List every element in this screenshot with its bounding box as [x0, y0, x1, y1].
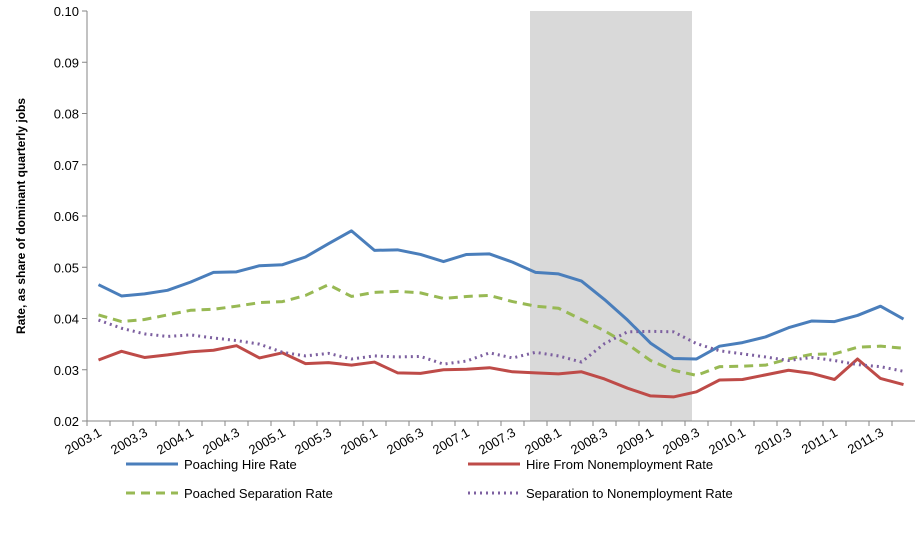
x-tick-label: 2009.3: [660, 425, 702, 458]
series-line: [97, 318, 904, 373]
y-tick-label: 0.02: [54, 414, 79, 429]
x-tick-label: 2010.1: [706, 425, 748, 458]
recession-shade: [530, 11, 692, 421]
series-line: [97, 344, 904, 399]
x-tick-label: 2006.3: [384, 425, 426, 458]
legend-label: Hire From Nonemployment Rate: [526, 457, 713, 472]
x-tick-label: 2003.1: [62, 425, 104, 458]
y-tick-label: 0.09: [54, 55, 79, 70]
x-tick-label: 2006.1: [338, 425, 380, 458]
x-tick-label: 2005.1: [246, 425, 288, 458]
y-tick-label: 0.06: [54, 209, 79, 224]
x-tick-label: 2004.3: [200, 425, 242, 458]
x-tick-label: 2010.3: [752, 425, 794, 458]
legend-label: Poaching Hire Rate: [184, 457, 297, 472]
legend-label: Poached Separation Rate: [184, 486, 333, 501]
x-tick-label: 2007.3: [476, 425, 518, 458]
x-tick-label: 2008.1: [522, 425, 564, 458]
y-tick-label: 0.07: [54, 158, 79, 173]
y-tick-label: 0.08: [54, 107, 79, 122]
x-tick-label: 2008.3: [568, 425, 610, 458]
x-tick-label: 2011.3: [845, 425, 886, 457]
y-tick-label: 0.04: [54, 312, 79, 327]
x-tick-label: 2004.1: [154, 425, 196, 458]
x-tick-label: 2005.3: [292, 425, 334, 458]
legend-label: Separation to Nonemployment Rate: [526, 486, 733, 501]
series-line: [98, 283, 904, 377]
y-tick-label: 0.05: [54, 260, 79, 275]
x-tick-label: 2009.1: [614, 425, 656, 458]
x-tick-label: 2003.3: [108, 425, 150, 458]
y-tick-label: 0.10: [54, 4, 79, 19]
x-tick-label: 2011.1: [799, 425, 840, 457]
series-line: [97, 229, 905, 361]
x-tick-label: 2007.1: [430, 425, 472, 458]
y-axis-label: Rate, as share of dominant quarterly job…: [14, 98, 28, 334]
y-tick-label: 0.03: [54, 363, 79, 378]
